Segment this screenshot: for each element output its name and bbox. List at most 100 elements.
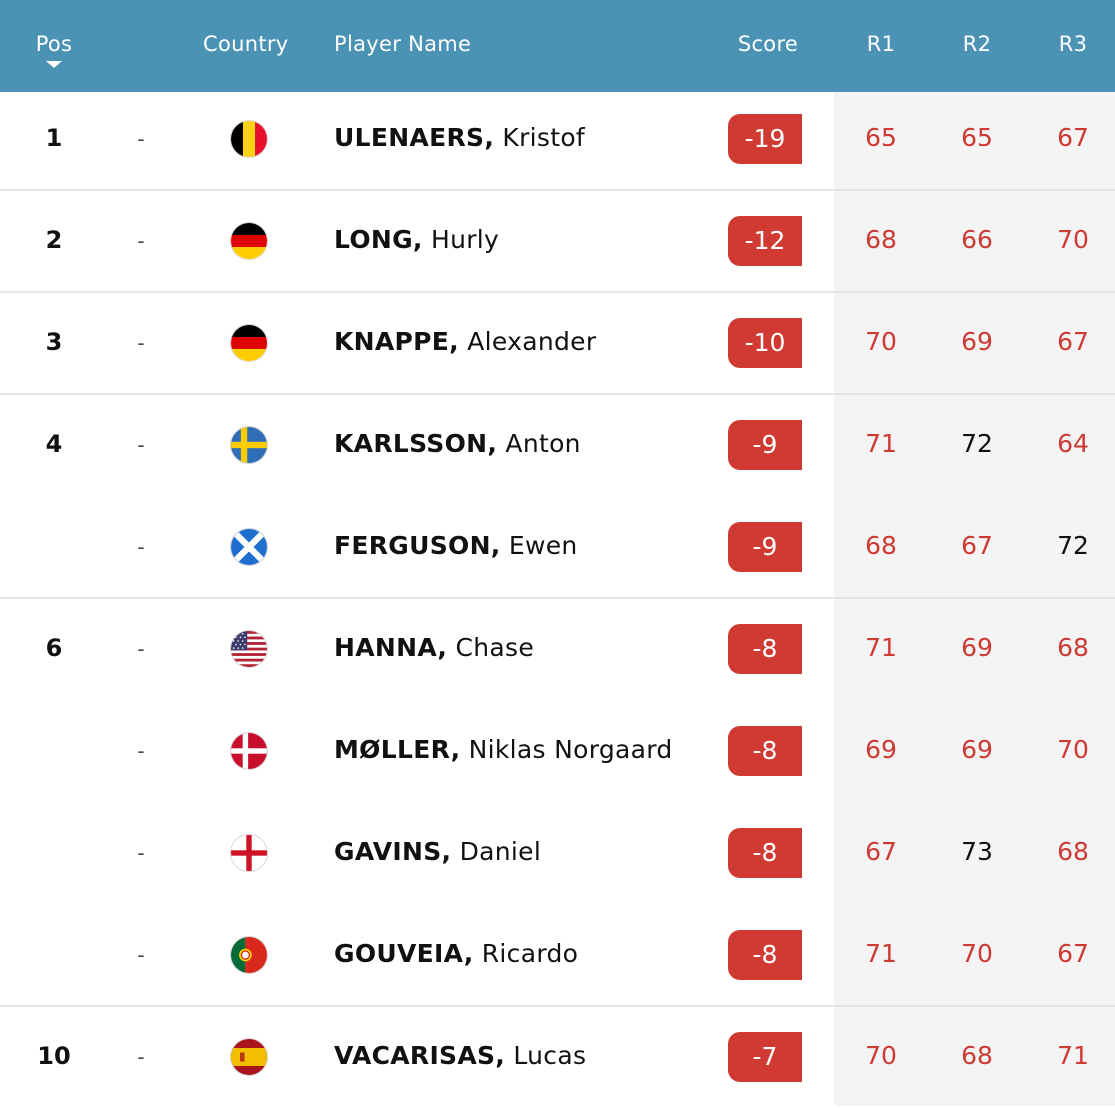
belgium-flag-icon bbox=[230, 120, 268, 158]
table-row[interactable]: 10 - VACARISAS, Lucas -7 70 68 71 bbox=[0, 1006, 1115, 1108]
row-divider bbox=[0, 393, 1115, 395]
player-first-name: Lucas bbox=[513, 1041, 587, 1070]
r1-column-header: R1 bbox=[846, 0, 916, 92]
denmark-flag-icon bbox=[230, 732, 268, 770]
r2-score: 70 bbox=[961, 939, 993, 968]
position-movement: - bbox=[137, 1045, 145, 1069]
r1-score: 65 bbox=[865, 123, 897, 152]
r3-header-label: R3 bbox=[1058, 32, 1088, 56]
total-score-badge: -8 bbox=[728, 828, 802, 878]
player-last-name: VACARISAS, bbox=[334, 1041, 506, 1070]
player-first-name: Ewen bbox=[508, 531, 578, 560]
country-header-label: Country bbox=[203, 32, 289, 56]
germany-flag-icon bbox=[230, 222, 268, 260]
r2-column-header: R2 bbox=[942, 0, 1012, 92]
player-name[interactable]: FERGUSON, Ewen bbox=[334, 496, 578, 596]
r3-score: 67 bbox=[1057, 939, 1089, 968]
player-name[interactable]: HANNA, Chase bbox=[334, 598, 534, 698]
player-name[interactable]: VACARISAS, Lucas bbox=[334, 1006, 586, 1106]
player-last-name: KNAPPE, bbox=[334, 327, 459, 356]
r2-score: 69 bbox=[961, 633, 993, 662]
r2-score: 69 bbox=[961, 735, 993, 764]
position-cell: 6 bbox=[45, 634, 63, 662]
r1-score: 68 bbox=[865, 531, 897, 560]
player-first-name: Niklas Norgaard bbox=[468, 735, 673, 764]
player-name[interactable]: KARLSSON, Anton bbox=[334, 394, 581, 494]
r3-score: 68 bbox=[1057, 837, 1089, 866]
table-row[interactable]: - GOUVEIA, Ricardo -8 71 70 67 bbox=[0, 904, 1115, 1006]
player-name-header-label: Player Name bbox=[334, 32, 472, 56]
sweden-flag-icon bbox=[230, 426, 268, 464]
position-movement: - bbox=[137, 535, 145, 559]
pos-header-label: Pos bbox=[35, 32, 73, 56]
player-name[interactable]: KNAPPE, Alexander bbox=[334, 292, 596, 392]
position-cell: 1 bbox=[45, 124, 63, 152]
score-header-label: Score bbox=[737, 32, 799, 56]
position-cell: 3 bbox=[45, 328, 63, 356]
r2-score: 72 bbox=[961, 429, 993, 458]
sort-descending-icon[interactable] bbox=[46, 61, 62, 68]
player-last-name: LONG, bbox=[334, 225, 423, 254]
r3-column-header: R3 bbox=[1038, 0, 1108, 92]
r3-score: 71 bbox=[1057, 1041, 1089, 1070]
r2-score: 65 bbox=[961, 123, 993, 152]
r2-score: 66 bbox=[961, 225, 993, 254]
r3-score: 70 bbox=[1057, 735, 1089, 764]
r1-score: 71 bbox=[865, 633, 897, 662]
table-row[interactable]: 4 - KARLSSON, Anton -9 71 72 64 bbox=[0, 394, 1115, 496]
r3-score: 67 bbox=[1057, 123, 1089, 152]
row-divider bbox=[0, 189, 1115, 191]
player-name[interactable]: ULENAERS, Kristof bbox=[334, 88, 585, 188]
total-score-badge: -9 bbox=[728, 420, 802, 470]
row-divider bbox=[0, 291, 1115, 293]
total-score-badge: -8 bbox=[728, 624, 802, 674]
r3-score: 68 bbox=[1057, 633, 1089, 662]
r3-score: 64 bbox=[1057, 429, 1089, 458]
player-name[interactable]: MØLLER, Niklas Norgaard bbox=[334, 700, 673, 800]
position-movement: - bbox=[137, 127, 145, 151]
player-last-name: KARLSSON, bbox=[334, 429, 498, 458]
player-name[interactable]: GAVINS, Daniel bbox=[334, 802, 541, 902]
spain-flag-icon bbox=[230, 1038, 268, 1076]
position-movement: - bbox=[137, 331, 145, 355]
row-divider bbox=[0, 1005, 1115, 1007]
r1-score: 67 bbox=[865, 837, 897, 866]
position-movement: - bbox=[137, 739, 145, 763]
germany-flag-icon bbox=[230, 324, 268, 362]
r1-score: 69 bbox=[865, 735, 897, 764]
rounds-column-background bbox=[834, 92, 1115, 1106]
player-name[interactable]: LONG, Hurly bbox=[334, 190, 499, 290]
scotland-flag-icon bbox=[230, 528, 268, 566]
pos-column-header[interactable]: Pos bbox=[0, 0, 108, 92]
table-row[interactable]: 1 - ULENAERS, Kristof -19 65 65 67 bbox=[0, 88, 1115, 190]
player-last-name: FERGUSON, bbox=[334, 531, 501, 560]
table-row[interactable]: 2 - LONG, Hurly -12 68 66 70 bbox=[0, 190, 1115, 292]
table-row[interactable]: - MØLLER, Niklas Norgaard -8 69 69 70 bbox=[0, 700, 1115, 802]
total-score-badge: -12 bbox=[728, 216, 802, 266]
leaderboard-header: Pos Country Player Name Score R1 R2 R3 bbox=[0, 0, 1115, 92]
position-movement: - bbox=[137, 229, 145, 253]
player-first-name: Kristof bbox=[502, 123, 586, 152]
total-score-badge: -9 bbox=[728, 522, 802, 572]
r2-header-label: R2 bbox=[962, 32, 992, 56]
table-row[interactable]: - GAVINS, Daniel -8 67 73 68 bbox=[0, 802, 1115, 904]
total-score-badge: -19 bbox=[728, 114, 802, 164]
r2-score: 67 bbox=[961, 531, 993, 560]
r3-score: 70 bbox=[1057, 225, 1089, 254]
r2-score: 73 bbox=[961, 837, 993, 866]
row-divider bbox=[0, 597, 1115, 599]
position-cell: 4 bbox=[45, 430, 63, 458]
table-row[interactable]: - FERGUSON, Ewen -9 68 67 72 bbox=[0, 496, 1115, 598]
player-first-name: Hurly bbox=[430, 225, 500, 254]
r3-score: 67 bbox=[1057, 327, 1089, 356]
player-first-name: Ricardo bbox=[481, 939, 579, 968]
r2-score: 68 bbox=[961, 1041, 993, 1070]
player-name-column-header: Player Name bbox=[334, 0, 471, 92]
player-name[interactable]: GOUVEIA, Ricardo bbox=[334, 904, 578, 1004]
table-row[interactable]: 3 - KNAPPE, Alexander -10 70 69 67 bbox=[0, 292, 1115, 394]
position-cell: 2 bbox=[45, 226, 63, 254]
r2-score: 69 bbox=[961, 327, 993, 356]
usa-flag-icon bbox=[230, 630, 268, 668]
position-movement: - bbox=[137, 841, 145, 865]
table-row[interactable]: 6 - HANNA, Chase -8 71 69 68 bbox=[0, 598, 1115, 700]
